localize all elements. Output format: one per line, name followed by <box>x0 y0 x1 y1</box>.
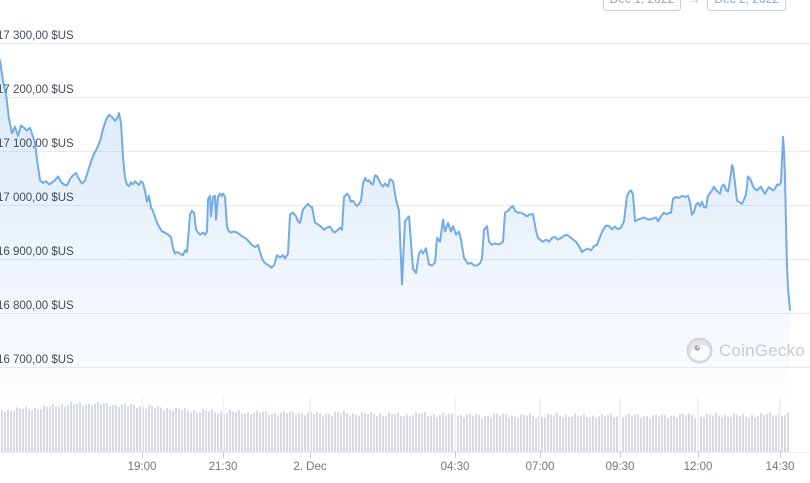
x-axis-label: 09:30 <box>605 461 635 473</box>
y-axis-label: 17 200,00 $US <box>0 84 74 96</box>
y-axis-label: 16 900,00 $US <box>0 246 74 258</box>
y-axis-label: 17 300,00 $US <box>0 30 74 42</box>
x-axis-label: 07:00 <box>525 461 555 473</box>
start-date-label: Dec 1, 2022 <box>610 0 675 6</box>
x-axis-label: 19:00 <box>127 461 157 473</box>
end-date-label: Dec 2, 2022 <box>714 0 779 6</box>
x-axis-label: 2. Dec <box>293 461 327 473</box>
end-date-button[interactable]: Dec 2, 2022 <box>707 0 786 11</box>
y-axis-label: 17 000,00 $US <box>0 192 74 204</box>
start-date-button[interactable]: Dec 1, 2022 <box>602 0 682 11</box>
coingecko-logo-icon <box>686 337 713 364</box>
watermark-text: CoinGecko <box>719 340 805 360</box>
date-range-picker: Dec 1, 2022 → Dec 2, 2022 <box>602 0 786 11</box>
x-axis-label: 04:30 <box>440 461 470 473</box>
y-axis-label: 16 700,00 $US <box>0 354 74 366</box>
x-axis-label: 12:00 <box>683 461 713 473</box>
range-arrow-icon: → <box>681 0 707 11</box>
coingecko-watermark[interactable]: CoinGecko <box>686 337 805 364</box>
x-axis-label: 14:30 <box>765 461 795 473</box>
y-axis-label: 16 800,00 $US <box>0 300 74 312</box>
y-axis-label: 17 100,00 $US <box>0 138 74 150</box>
x-axis-label: 21:30 <box>208 461 238 473</box>
